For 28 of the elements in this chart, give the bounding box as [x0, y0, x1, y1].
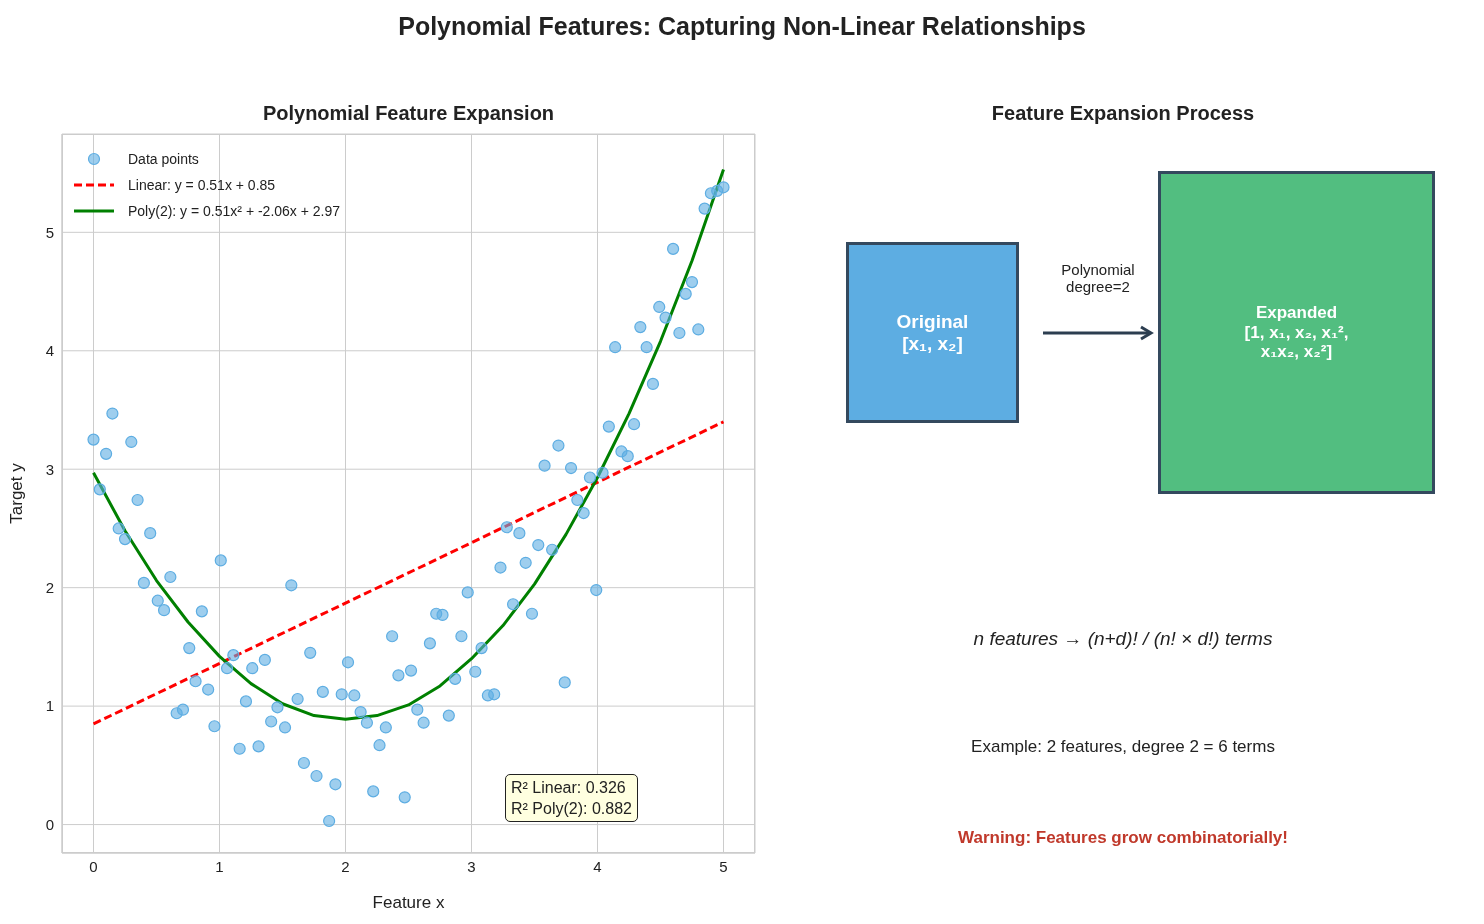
x-tick-label: 2 — [341, 857, 350, 875]
text: Feature Expansion Process — [990, 102, 1256, 125]
annotation: R² Linear: 0.326 R² Poly(2): 0.882 — [511, 778, 632, 819]
line-series — [92, 168, 725, 721]
x-tick-label: 3 — [467, 857, 476, 875]
y-tick-label: 1 — [45, 697, 54, 715]
x-tick-label: 4 — [593, 857, 602, 875]
text: Original [x₁, x₂] — [896, 310, 969, 355]
chart-title: Polynomial Features: Capturing Non-Linear Relationships — [397, 12, 1087, 41]
text: Warning: Features grow combinatorially! — [958, 828, 1288, 848]
text: Expanded [1, x₁, x₂, x₁², x₁x₂, x₂²] — [1244, 303, 1349, 362]
legend-label: Data points — [128, 151, 199, 167]
y-tick-label: 0 — [45, 815, 54, 833]
x-tick-label: 0 — [89, 857, 98, 875]
x-tick-label: 5 — [719, 857, 728, 875]
y-tick-label: 4 — [45, 342, 54, 360]
legend-label: Linear: y = 0.51x + 0.85 — [128, 177, 276, 193]
y-tick-label: 5 — [45, 223, 54, 241]
chart-subtitle: Polynomial Feature Expansion — [261, 102, 556, 125]
y-tick-label: 2 — [45, 578, 54, 596]
x-axis-title: Feature x — [372, 893, 445, 912]
text: n features → (n+d)! / (n! × d!) terms — [973, 628, 1273, 650]
y-axis-title: Target y — [7, 462, 27, 524]
y-tick-label: 3 — [45, 460, 54, 478]
legend-label: Poly(2): y = 0.51x² + -2.06x + 2.97 — [128, 203, 341, 219]
x-tick-label: 1 — [215, 857, 224, 875]
text: Example: 2 features, degree 2 = 6 terms — [971, 737, 1275, 757]
text: Polynomial degree=2 — [1061, 260, 1135, 296]
